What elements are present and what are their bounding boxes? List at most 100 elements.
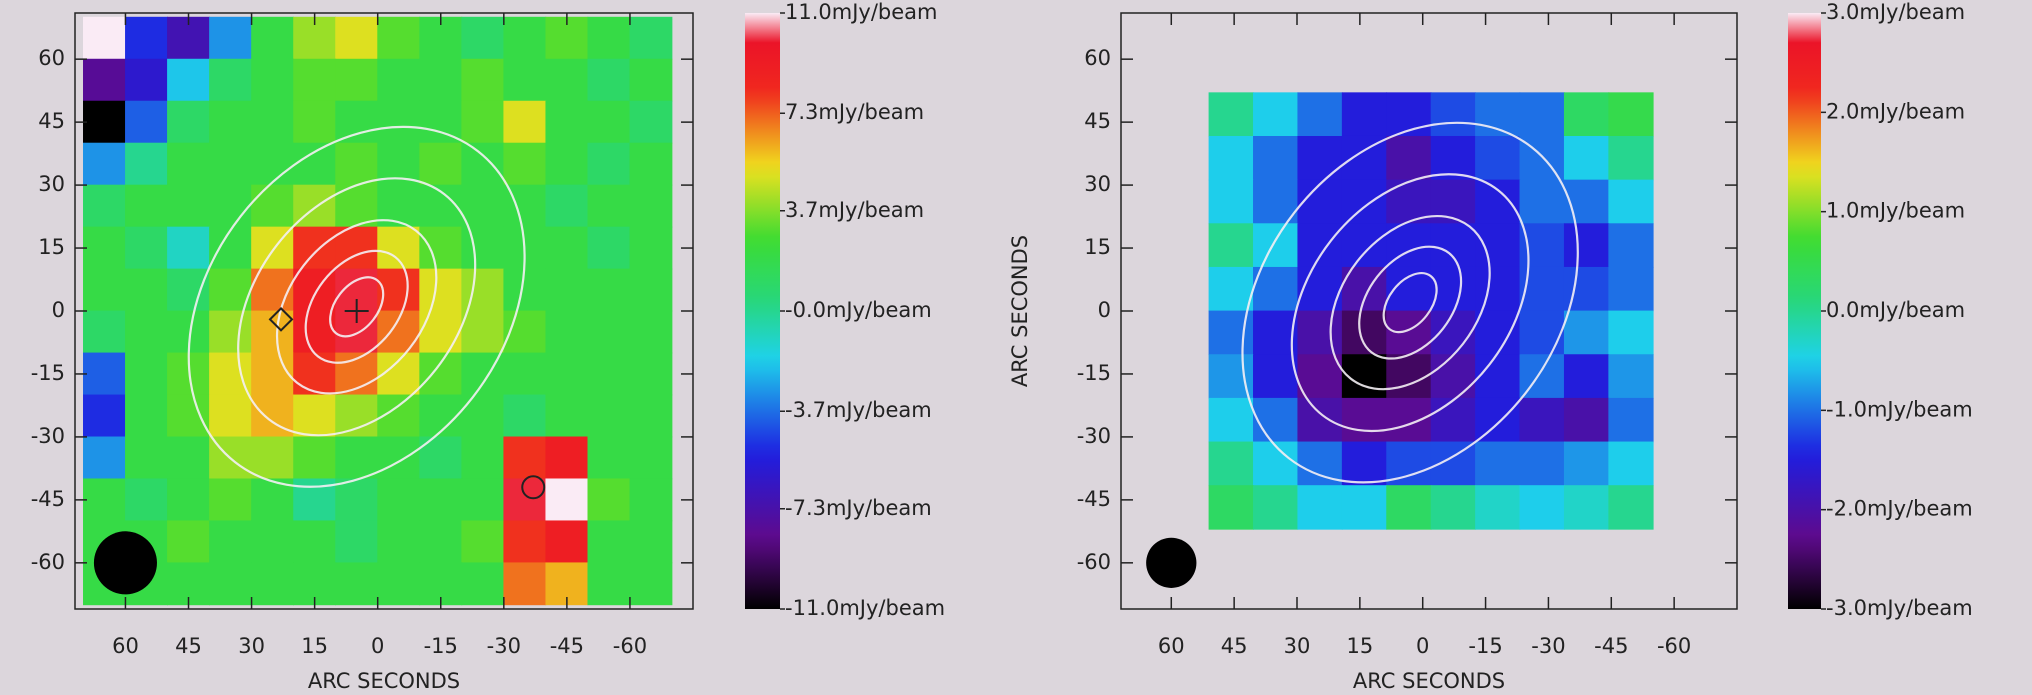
heatmap-cell [209, 142, 252, 186]
heatmap-cell [83, 478, 126, 522]
heatmap-cell [629, 310, 673, 354]
heatmap-cell [83, 142, 126, 186]
y-tick-label: 45 [1084, 109, 1111, 133]
heatmap-cell [209, 58, 252, 102]
heatmap-cell [377, 58, 421, 102]
contour [237, 177, 477, 437]
heatmap-cell [1608, 397, 1654, 443]
heatmap-cell [419, 352, 463, 396]
x-tick-label: 45 [175, 634, 202, 658]
heatmap-cell [503, 562, 547, 606]
heatmap-cell [461, 394, 505, 438]
heatmap-cell [1253, 485, 1299, 530]
heatmap-cell [1519, 179, 1565, 225]
heatmap-cell [1297, 397, 1343, 443]
heatmap-cell [587, 184, 631, 228]
heatmap-cell [377, 268, 421, 312]
heatmap-cell [461, 142, 505, 186]
heatmap-cell [293, 520, 337, 564]
heatmap-cell [1563, 223, 1610, 268]
y-tick-label: 15 [1084, 235, 1111, 259]
contour [304, 249, 409, 364]
heatmap-cell [1475, 266, 1521, 312]
heatmap-cell [1341, 179, 1388, 225]
heatmap-cell [545, 184, 589, 228]
heatmap-cell [629, 436, 673, 480]
heatmap-cell [1519, 485, 1565, 530]
heatmap-cell [293, 226, 337, 270]
heatmap-cell [1341, 92, 1388, 137]
heatmap-cell [419, 226, 463, 270]
x-tick-label: -30 [487, 634, 521, 658]
heatmap-cell [1297, 92, 1343, 137]
heatmap-cell [545, 394, 589, 438]
heatmap-cell [1430, 135, 1476, 181]
heatmap-cell [377, 16, 421, 60]
heatmap-cell [1341, 485, 1388, 530]
heatmap-cell [629, 100, 673, 144]
heatmap-cell [125, 352, 168, 396]
y-tick-label: 30 [38, 172, 65, 196]
heatmap-cell [545, 268, 589, 312]
colorbar-tick-label: -1.0mJy/beam [1826, 397, 1973, 421]
cross-marker [344, 299, 369, 323]
heatmap-cell [1475, 354, 1521, 399]
heatmap-cell [125, 58, 168, 102]
heatmap-cell [1563, 441, 1610, 487]
y-tick-label: 60 [38, 46, 65, 70]
heatmap-cell [1297, 179, 1343, 225]
heatmap-cell [1475, 485, 1521, 530]
x-tick-label: -15 [424, 634, 458, 658]
heatmap-cell [209, 478, 252, 522]
heatmap-cell [251, 562, 295, 606]
heatmap-cell [503, 58, 547, 102]
x-tick-label: -60 [613, 634, 647, 658]
heatmap-cell [1608, 485, 1654, 530]
heatmap-cell [83, 184, 126, 228]
heatmap-cell [83, 394, 126, 438]
heatmap-cell [377, 520, 421, 564]
heatmap-cell [209, 184, 252, 228]
x-tick-label: -30 [1531, 634, 1565, 658]
heatmap-cell [167, 478, 210, 522]
heatmap-cell [419, 142, 463, 186]
heatmap-cell [83, 16, 126, 60]
heatmap-cell [1208, 310, 1254, 356]
heatmap-cell [167, 100, 210, 144]
heatmap-cell [125, 16, 168, 60]
colorbar-tick-label: -2.0mJy/beam [1826, 497, 1973, 521]
heatmap-cell [83, 352, 126, 396]
heatmap-cell [461, 436, 505, 480]
y-tick-label: -15 [31, 361, 65, 385]
heatmap-cell [419, 520, 463, 564]
contour [1382, 272, 1438, 334]
x-tick-label: 0 [1416, 634, 1429, 658]
heatmap-cell [251, 100, 295, 144]
heatmap-cell [1297, 485, 1343, 530]
heatmap-cell [167, 142, 210, 186]
colorbar-tick-label: -3.7mJy/beam [785, 398, 932, 422]
heatmap-cell [587, 268, 631, 312]
heatmap-cell [587, 100, 631, 144]
heatmap-cell [1430, 92, 1476, 137]
colorbar-tick-label: 0.0mJy/beam [1826, 298, 1965, 322]
heatmap-cell [1608, 223, 1654, 268]
heatmap-cell [419, 268, 463, 312]
x-tick-label: -45 [550, 634, 584, 658]
x-tick-label: 60 [1158, 634, 1185, 658]
heatmap-cell [1475, 397, 1521, 443]
x-axis-label: ARC SECONDS [308, 669, 460, 693]
heatmap-cell [503, 352, 547, 396]
x-tick-label: 45 [1221, 634, 1248, 658]
heatmap-cell [293, 310, 337, 354]
heatmap-cell [629, 352, 673, 396]
heatmap-cell [1341, 310, 1388, 356]
heatmap-cell [335, 16, 379, 60]
heatmap-cell [587, 436, 631, 480]
colorbar [745, 13, 780, 609]
heatmap-cell [545, 58, 589, 102]
beam [93, 531, 157, 595]
contour [1358, 245, 1463, 360]
heatmap-cell [629, 226, 673, 270]
